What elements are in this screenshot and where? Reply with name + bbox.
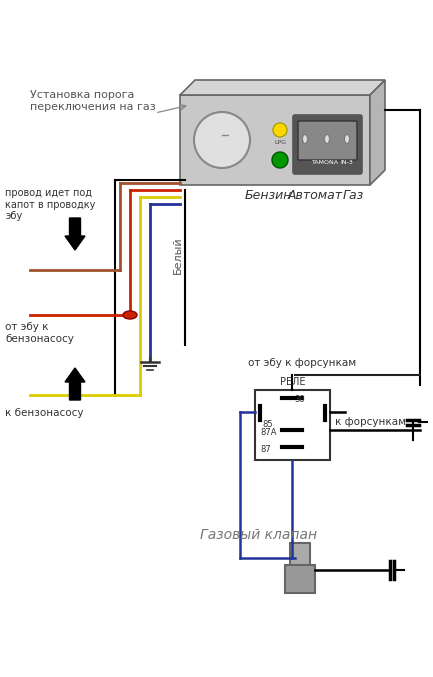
Text: РЕЛЕ: РЕЛЕ [280,377,305,387]
Circle shape [273,123,287,137]
Circle shape [272,152,288,168]
Text: 30: 30 [294,395,305,404]
Text: Белый: Белый [173,236,183,274]
Text: 85: 85 [262,420,273,429]
Text: LPG: LPG [274,140,286,145]
Text: Газ: Газ [343,189,364,202]
Text: 87: 87 [260,445,271,454]
Text: от эбу к
бензонасосу: от эбу к бензонасосу [5,322,74,344]
Text: провод идет под
капот в проводку
эбу: провод идет под капот в проводку эбу [5,188,95,221]
FancyBboxPatch shape [298,121,357,160]
Text: Бензин: Бензин [244,189,292,202]
Ellipse shape [345,135,349,144]
Ellipse shape [123,311,137,319]
Text: к форсункам: к форсункам [335,417,406,427]
Text: к бензонасосу: к бензонасосу [5,408,84,418]
Text: Установка порога
переключения на газ: Установка порога переключения на газ [30,90,156,112]
FancyArrow shape [65,368,85,400]
FancyBboxPatch shape [293,115,362,174]
Text: 87A: 87A [260,428,277,437]
Bar [285,565,315,593]
Polygon shape [180,80,385,95]
Bar [290,543,310,565]
Circle shape [194,112,250,168]
Text: IN-3: IN-3 [341,160,353,165]
Ellipse shape [303,135,307,144]
Bar [180,95,370,185]
Text: от эбу к форсункам: от эбу к форсункам [248,358,356,368]
Polygon shape [370,80,385,185]
Bar [255,390,330,460]
Text: Газовый клапан: Газовый клапан [200,528,317,542]
Ellipse shape [324,135,330,144]
Text: Автомат: Автомат [288,189,343,202]
Text: TAMONA: TAMONA [311,160,339,165]
FancyArrow shape [65,218,85,250]
